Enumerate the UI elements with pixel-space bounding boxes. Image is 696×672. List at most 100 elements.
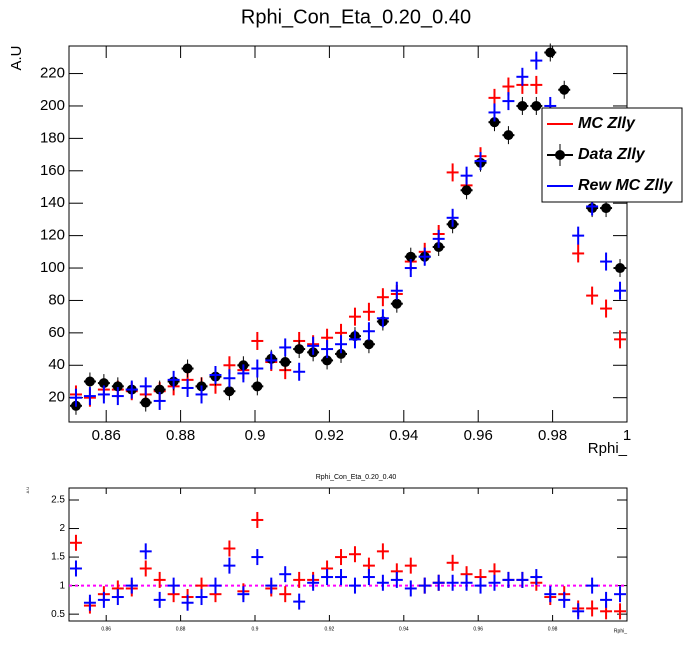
data-point: [83, 594, 96, 611]
data-point: [376, 288, 389, 307]
data-point: [265, 351, 278, 370]
data-point: [404, 557, 417, 574]
y-tick-label: 200: [40, 97, 65, 114]
data-point: [153, 591, 166, 608]
x-tick-label: 0.86: [92, 427, 121, 444]
x-tick-label: 0.94: [399, 626, 409, 632]
y-tick-label: 1: [59, 580, 65, 591]
data-point: [307, 336, 320, 355]
data-point: [530, 51, 543, 70]
data-point: [600, 591, 613, 608]
data-point: [181, 378, 194, 397]
data-point: [530, 569, 543, 586]
point-marker: [224, 386, 235, 397]
chart-title: Rphi_Con_Eta_0.20_0.40: [316, 474, 397, 481]
y-tick-label: 160: [40, 162, 65, 179]
data-point: [209, 366, 222, 384]
data-point: [349, 577, 361, 594]
point-marker: [503, 130, 514, 141]
x-tick-label: 1: [623, 427, 631, 444]
x-tick-label: 0.96: [464, 427, 493, 444]
data-point: [558, 591, 571, 608]
legend-swatch: [555, 150, 565, 160]
data-point: [97, 385, 110, 404]
point-marker: [559, 84, 570, 95]
data-point: [362, 302, 375, 321]
data-point: [125, 380, 138, 399]
data-point: [572, 603, 585, 620]
data-point: [293, 571, 306, 588]
plot-frame: [68, 487, 628, 622]
data-point: [418, 247, 431, 266]
data-point: [251, 331, 264, 350]
data-point: [572, 226, 585, 245]
data-point: [446, 208, 459, 227]
chart-title: Rphi_Con_Eta_0.20_0.40: [241, 6, 471, 28]
point-marker: [84, 376, 95, 387]
data-point: [195, 589, 208, 606]
data-point: [460, 574, 473, 591]
x-tick-label: 0.98: [548, 626, 558, 632]
data-point: [70, 388, 82, 407]
data-point: [614, 603, 626, 620]
data-point: [321, 340, 334, 359]
data-point: [404, 580, 417, 597]
data-point: [600, 199, 613, 218]
data-point: [139, 543, 152, 560]
data-point: [614, 281, 626, 300]
data-point: [153, 391, 166, 410]
legend-label: Data Zlly: [578, 146, 646, 163]
legend-label: Rew MC Zlly: [578, 177, 673, 194]
data-point: [614, 330, 626, 349]
data-point: [279, 586, 292, 603]
data-point: [446, 554, 459, 571]
point-marker: [545, 47, 556, 58]
data-point: [83, 387, 96, 406]
data-point: [125, 577, 138, 594]
data-point: [558, 80, 571, 99]
data-point: [614, 259, 626, 278]
data-point: [432, 229, 445, 248]
point-marker: [322, 355, 333, 366]
y-tick-label: 0.5: [51, 609, 65, 620]
point-marker: [531, 100, 542, 111]
data-point: [195, 385, 208, 404]
data-point: [349, 307, 361, 326]
y-tick-label: 140: [40, 194, 65, 211]
x-tick-label: 0.86: [101, 626, 111, 632]
data-point: [362, 322, 375, 341]
y-tick-label: 20: [48, 389, 65, 406]
data-point: [376, 543, 389, 560]
data-point: [418, 577, 431, 594]
data-point: [97, 591, 110, 608]
data-point: [111, 387, 124, 406]
data-point: [139, 377, 152, 396]
data-point: [251, 359, 264, 378]
point-marker: [98, 378, 109, 389]
x-tick-label: 0.94: [389, 427, 418, 444]
point-marker: [294, 344, 305, 355]
data-point: [600, 252, 613, 271]
point-marker: [363, 339, 374, 350]
data-point: [586, 600, 599, 617]
data-point: [139, 393, 152, 412]
y-tick-label: 220: [40, 65, 65, 82]
point-marker: [601, 203, 612, 214]
data-point: [362, 569, 375, 586]
data-point: [488, 113, 501, 132]
point-marker: [154, 384, 165, 395]
data-point: [460, 166, 473, 185]
data-point: [586, 577, 599, 594]
data-point: [237, 364, 250, 383]
data-point: [111, 589, 124, 606]
data-point: [335, 335, 347, 354]
data-point: [335, 549, 347, 566]
data-point: [209, 577, 222, 594]
data-point: [70, 534, 82, 551]
data-point: [223, 540, 236, 557]
x-axis-label: Rphi_: [588, 440, 628, 457]
data-point: [307, 574, 320, 591]
legend: MC Zlly Data Zlly Rew MC Zlly: [541, 107, 683, 203]
y-tick-label: 100: [40, 259, 65, 276]
